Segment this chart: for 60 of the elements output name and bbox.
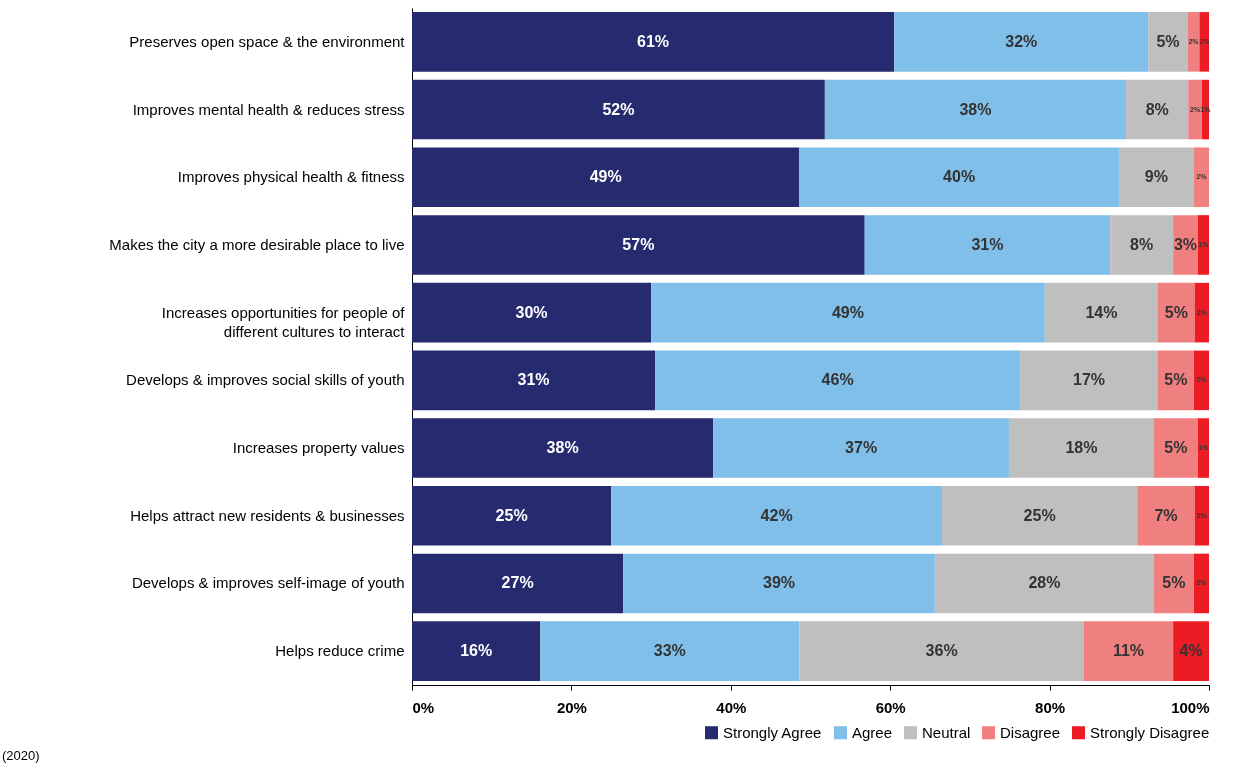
x-tick-label: 100% <box>1171 698 1210 716</box>
legend-label: Disagree <box>1000 723 1061 741</box>
data-label: 39% <box>763 574 796 592</box>
data-label: 40% <box>943 168 976 186</box>
data-label: 52% <box>602 100 635 118</box>
x-tick-label: 60% <box>875 698 906 716</box>
data-label: 5% <box>1164 303 1188 321</box>
data-label: 14% <box>1085 303 1118 321</box>
data-label: 57% <box>622 235 655 253</box>
y-tick-label: Improves mental health & reduces stress <box>132 100 405 118</box>
data-label: 49% <box>831 303 864 321</box>
data-label: 5% <box>1164 371 1188 389</box>
y-tick-label: Helps attract new residents & businesses <box>130 506 405 524</box>
data-label: 5% <box>1162 574 1186 592</box>
data-label: 4% <box>1179 642 1203 660</box>
data-label: 8% <box>1130 235 1154 253</box>
data-label: 38% <box>546 439 579 457</box>
y-tick-label: Increases opportunities for people of different cultures to interact <box>161 303 406 340</box>
x-tick-label: 20% <box>556 698 587 716</box>
y-tick-label: Increases property values <box>232 439 405 457</box>
legend-label: Neutral <box>922 723 971 741</box>
data-label: 9% <box>1144 168 1168 186</box>
data-label: 38% <box>959 100 992 118</box>
data-label: 16% <box>460 642 493 660</box>
data-label: 18% <box>1065 439 1098 457</box>
data-label: 7% <box>1154 506 1178 524</box>
legend-label: Strongly Agree <box>723 723 822 741</box>
data-label: 36% <box>925 642 958 660</box>
data-label: 17% <box>1073 371 1106 389</box>
data-label: 61% <box>637 32 670 50</box>
legend-label: Strongly Disagree <box>1090 723 1210 741</box>
data-label: 11% <box>1112 642 1145 660</box>
data-label: 28% <box>1028 574 1061 592</box>
data-label: 5% <box>1164 439 1188 457</box>
y-tick-label: Makes the city a more desirable place to live <box>109 235 405 253</box>
data-label: 42% <box>760 506 793 524</box>
x-tick-label: 0% <box>412 698 435 716</box>
data-label: 31% <box>971 235 1004 253</box>
y-tick-label: Improves physical health & fitness <box>177 168 405 186</box>
data-label: 46% <box>821 371 854 389</box>
data-label: 32% <box>1005 32 1038 50</box>
text: (2020) <box>2 748 40 763</box>
data-label: 25% <box>1023 506 1056 524</box>
data-label: 8% <box>1145 100 1169 118</box>
y-tick-label: Helps reduce crime <box>275 642 405 660</box>
legend-label: Agree <box>852 723 893 741</box>
data-label: 3% <box>1173 235 1198 253</box>
data-label: 49% <box>589 168 622 186</box>
data-label: 5% <box>1156 32 1180 50</box>
x-tick-label: 80% <box>1035 698 1066 716</box>
y-tick-label: Develops & improves social skills of youth <box>126 371 405 389</box>
y-tick-label: Develops & improves self-image of youth <box>131 574 405 592</box>
data-label: 30% <box>515 303 548 321</box>
data-label: 33% <box>653 642 686 660</box>
data-label: 25% <box>495 506 528 524</box>
data-label: 37% <box>845 439 878 457</box>
y-tick-label: Preserves open space & the environment <box>129 32 406 50</box>
data-label: 27% <box>501 574 534 592</box>
data-label: 31% <box>517 371 550 389</box>
x-tick-label: 40% <box>716 698 747 716</box>
